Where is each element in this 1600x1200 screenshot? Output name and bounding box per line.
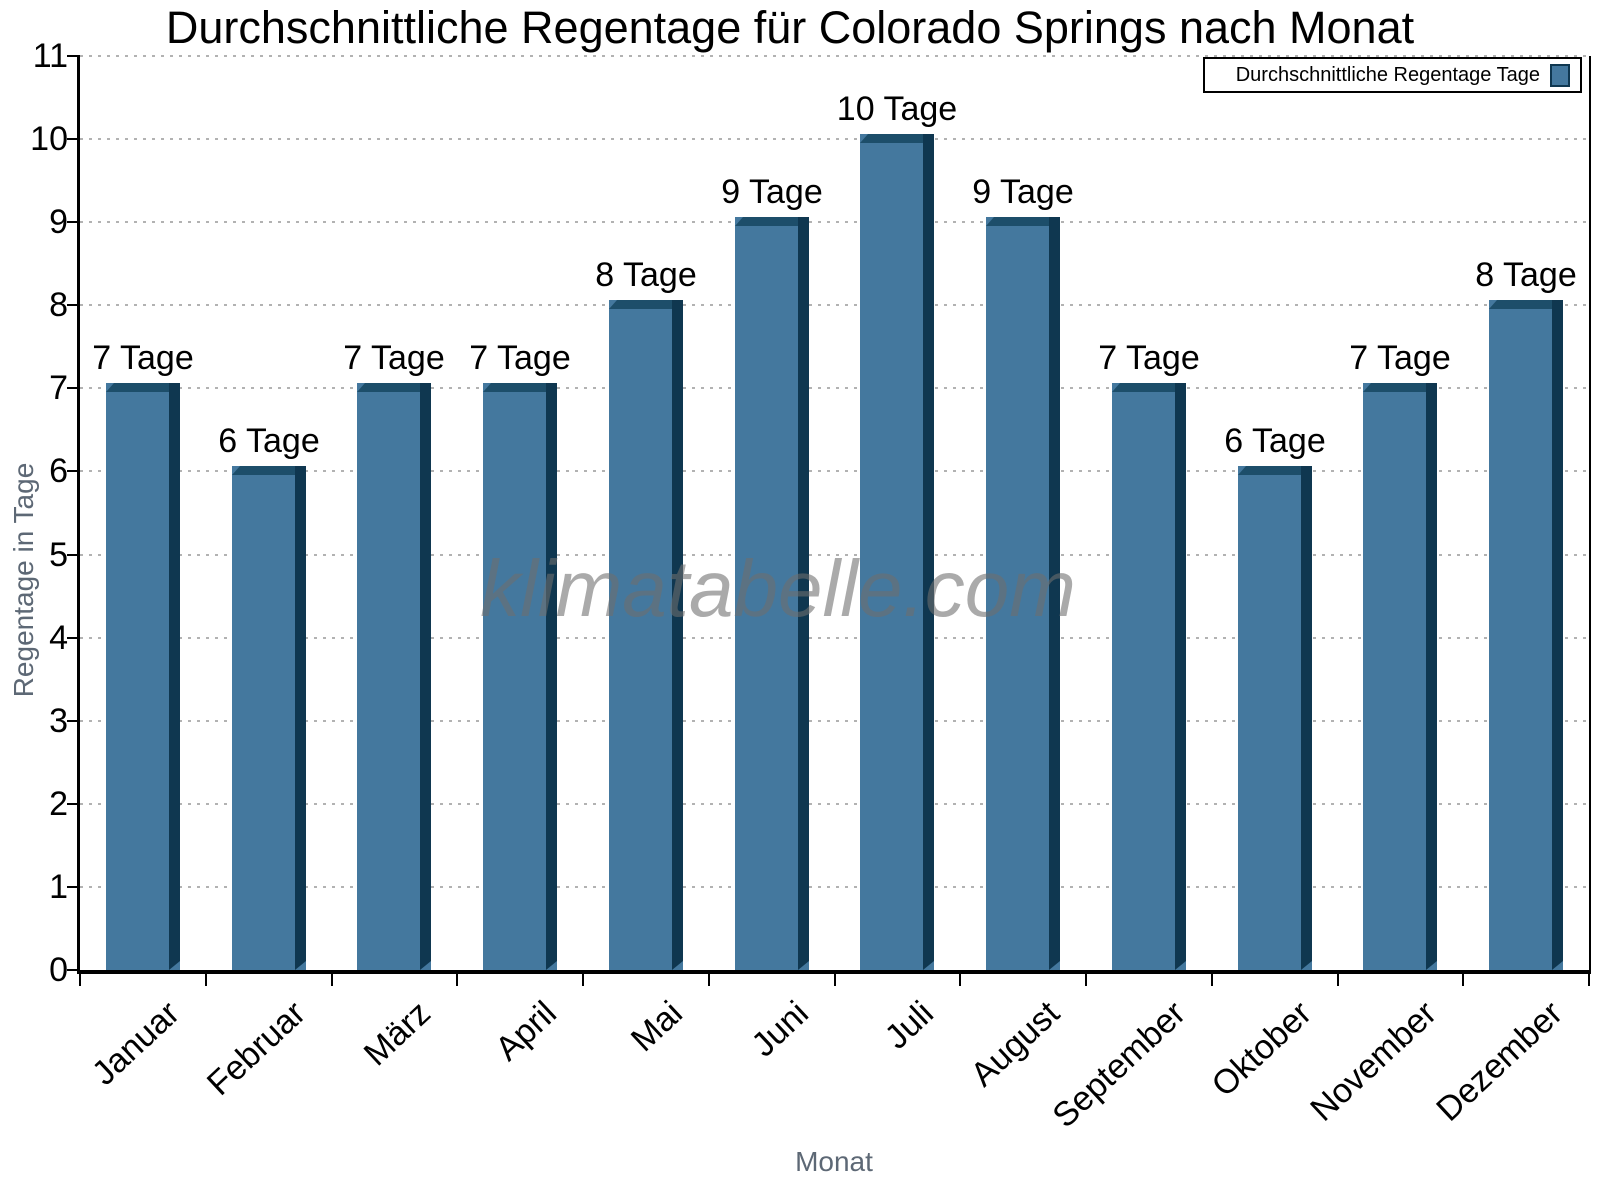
bar-value-label: 9 Tage bbox=[972, 173, 1074, 211]
y-tick-label: 2 bbox=[49, 785, 68, 823]
gridline-y-3 bbox=[80, 719, 1589, 722]
y-tick-5 bbox=[67, 554, 80, 556]
bar-value-label: 8 Tage bbox=[595, 256, 697, 294]
x-tick-1 bbox=[205, 974, 207, 986]
bar-juli bbox=[860, 134, 934, 970]
y-tick-label: 10 bbox=[30, 120, 68, 158]
x-tick-3 bbox=[456, 974, 458, 986]
y-tick-4 bbox=[67, 637, 80, 639]
legend-label: Durchschnittliche Regentage Tage bbox=[1235, 63, 1540, 86]
bar-value-label: 10 Tage bbox=[836, 90, 958, 128]
y-tick-3 bbox=[67, 720, 80, 722]
y-tick-label: 3 bbox=[49, 702, 68, 740]
bar-value-label: 8 Tage bbox=[1475, 256, 1577, 294]
gridline-y-4 bbox=[80, 636, 1589, 639]
x-tick-0 bbox=[79, 974, 81, 986]
y-tick-1 bbox=[67, 886, 80, 888]
x-tick-7 bbox=[959, 974, 961, 986]
y-tick-label: 6 bbox=[49, 452, 68, 490]
bar-februar bbox=[232, 466, 306, 970]
bar-value-label: 7 Tage bbox=[469, 339, 571, 377]
bar-märz bbox=[357, 383, 431, 970]
y-tick-label: 0 bbox=[49, 951, 68, 989]
y-tick-label: 8 bbox=[49, 286, 68, 324]
gridline-y-10 bbox=[80, 138, 1589, 141]
chart-title: Durchschnittliche Regentage für Colorado… bbox=[165, 2, 1415, 53]
bar-value-label: 7 Tage bbox=[1098, 339, 1200, 377]
gridline-y-8 bbox=[80, 304, 1589, 307]
x-tick-2 bbox=[331, 974, 333, 986]
x-category-label-januar: Januar bbox=[84, 994, 187, 1093]
gridline-y-7 bbox=[80, 387, 1589, 390]
bar-value-label: 6 Tage bbox=[218, 422, 320, 460]
y-tick-label: 4 bbox=[49, 619, 68, 657]
y-tick-10 bbox=[67, 138, 80, 140]
y-tick-7 bbox=[67, 387, 80, 389]
bar-dezember bbox=[1489, 300, 1563, 970]
y-tick-label: 9 bbox=[49, 203, 68, 241]
watermark: klimatabelle.com bbox=[480, 544, 1076, 633]
legend-box: Durchschnittliche Regentage Tage bbox=[1203, 57, 1582, 93]
y-tick-9 bbox=[67, 221, 80, 223]
x-axis-title: Monat bbox=[795, 1146, 873, 1177]
x-tick-12 bbox=[1588, 974, 1590, 986]
bar-value-label: 9 Tage bbox=[721, 173, 823, 211]
y-tick-11 bbox=[67, 55, 80, 57]
gridline-y-2 bbox=[80, 802, 1589, 805]
bar-august bbox=[986, 217, 1060, 970]
y-tick-label: 7 bbox=[49, 369, 68, 407]
legend-swatch-icon bbox=[1550, 63, 1570, 87]
x-tick-6 bbox=[834, 974, 836, 986]
bar-november bbox=[1363, 383, 1437, 970]
y-tick-0 bbox=[67, 969, 80, 971]
y-tick-label: 1 bbox=[49, 868, 68, 906]
bar-september bbox=[1112, 383, 1186, 970]
gridline-y-1 bbox=[80, 885, 1589, 888]
x-tick-5 bbox=[708, 974, 710, 986]
y-tick-2 bbox=[67, 803, 80, 805]
gridline-y-11 bbox=[80, 55, 1589, 57]
y-tick-label: 5 bbox=[49, 536, 68, 574]
plot-area: klimatabelle.com 7 Tage 6 Tage 7 Tage 7 Tag… bbox=[77, 55, 1591, 974]
y-tick-8 bbox=[67, 304, 80, 306]
y-tick-6 bbox=[67, 470, 80, 472]
bar-value-label: 7 Tage bbox=[343, 339, 445, 377]
bar-mai bbox=[609, 300, 683, 970]
bar-juni bbox=[735, 217, 809, 970]
bar-januar bbox=[106, 383, 180, 970]
y-tick-label: 11 bbox=[32, 37, 68, 75]
x-tick-8 bbox=[1085, 974, 1087, 986]
gridline-y-6 bbox=[80, 470, 1589, 473]
gridline-y-9 bbox=[80, 221, 1589, 224]
bar-value-label: 7 Tage bbox=[1349, 339, 1451, 377]
bar-april bbox=[483, 383, 557, 970]
gridline-y-5 bbox=[80, 553, 1589, 556]
x-tick-4 bbox=[582, 974, 584, 986]
x-tick-10 bbox=[1337, 974, 1339, 986]
bar-value-label: 6 Tage bbox=[1224, 422, 1326, 460]
x-tick-9 bbox=[1211, 974, 1213, 986]
bar-value-label: 7 Tage bbox=[92, 339, 194, 377]
bar-oktober bbox=[1238, 466, 1312, 970]
x-tick-11 bbox=[1462, 974, 1464, 986]
